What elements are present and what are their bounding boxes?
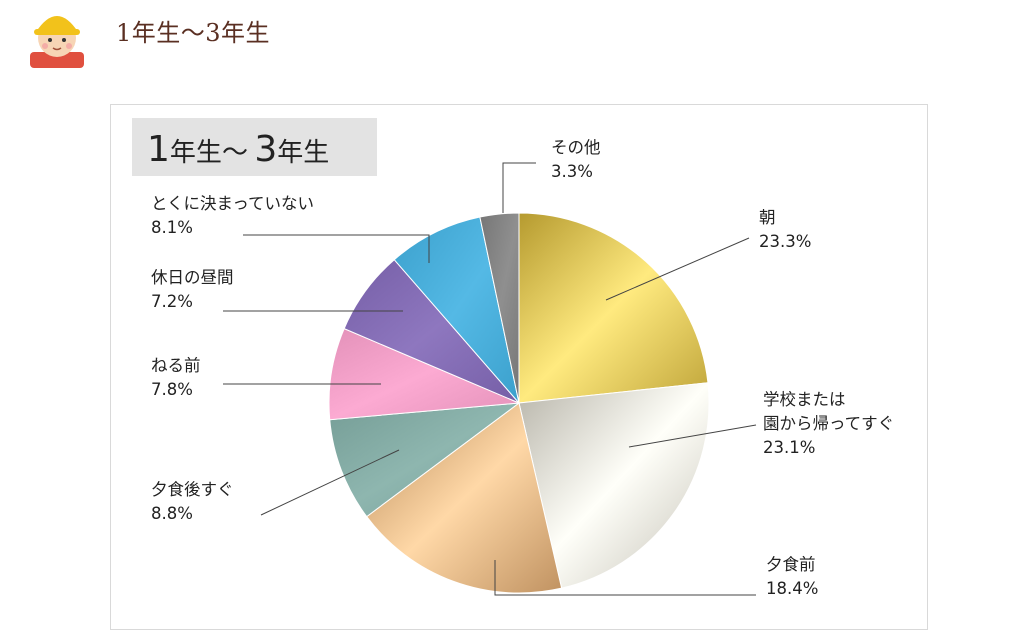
leader-line-3 — [260, 449, 400, 516]
chart-title-badge — [132, 118, 377, 176]
slice-value-3: 8.8% — [151, 504, 193, 523]
slice-label-2-line-0: 夕食前 — [766, 555, 816, 574]
pie-slice-1 — [518, 382, 710, 589]
leader-line-1 — [628, 424, 757, 448]
leader-line-0 — [605, 237, 750, 301]
slice-value-0: 23.3% — [759, 232, 811, 251]
leader-line-6 — [243, 234, 430, 263]
leader-line-2 — [494, 560, 756, 596]
chart-card: 1年生〜 3年生 朝 23.3% 学校または園から帰ってすぐ 23.1% 夕食前 18.4… — [110, 104, 928, 630]
slice-label-1-line-1: 園から帰ってすぐ — [763, 414, 894, 433]
slice-value-2: 18.4% — [766, 579, 818, 598]
slice-label-3-line-0: 夕食後すぐ — [151, 480, 234, 499]
leader-lines — [223, 162, 757, 596]
leader-line-7 — [502, 162, 536, 213]
slice-value-4: 7.8% — [151, 380, 193, 399]
slice-value-1: 23.1% — [763, 438, 815, 457]
child-yellow-hat-icon — [30, 16, 84, 68]
slice-value-7: 3.3% — [551, 162, 593, 181]
page-title: 1年生〜3年生 — [116, 19, 271, 47]
pie-slice-2 — [366, 402, 563, 594]
slice-label-4-line-0: ねる前 — [151, 356, 201, 375]
slice-label-7-line-0: その他 — [551, 138, 601, 157]
slice-value-6: 8.1% — [151, 218, 193, 237]
pie-slice-4 — [328, 327, 520, 421]
slice-value-5: 7.2% — [151, 292, 193, 311]
pie-slice-6 — [393, 216, 520, 405]
pie-slice-3 — [329, 402, 521, 518]
chart-title: 1年生〜 3年生 — [147, 129, 329, 170]
slice-label-1-line-0: 学校または — [763, 390, 846, 409]
pie-slice-7 — [479, 212, 520, 404]
pie-slice-0 — [518, 212, 709, 404]
slice-label-0-line-0: 朝 — [759, 208, 776, 227]
slice-label-6-line-0: とくに決まっていない — [151, 194, 314, 213]
slice-label-5-line-0: 休日の昼間 — [151, 268, 234, 287]
pie-slices — [328, 212, 710, 594]
header: 1年生〜3年生 — [0, 0, 1024, 80]
